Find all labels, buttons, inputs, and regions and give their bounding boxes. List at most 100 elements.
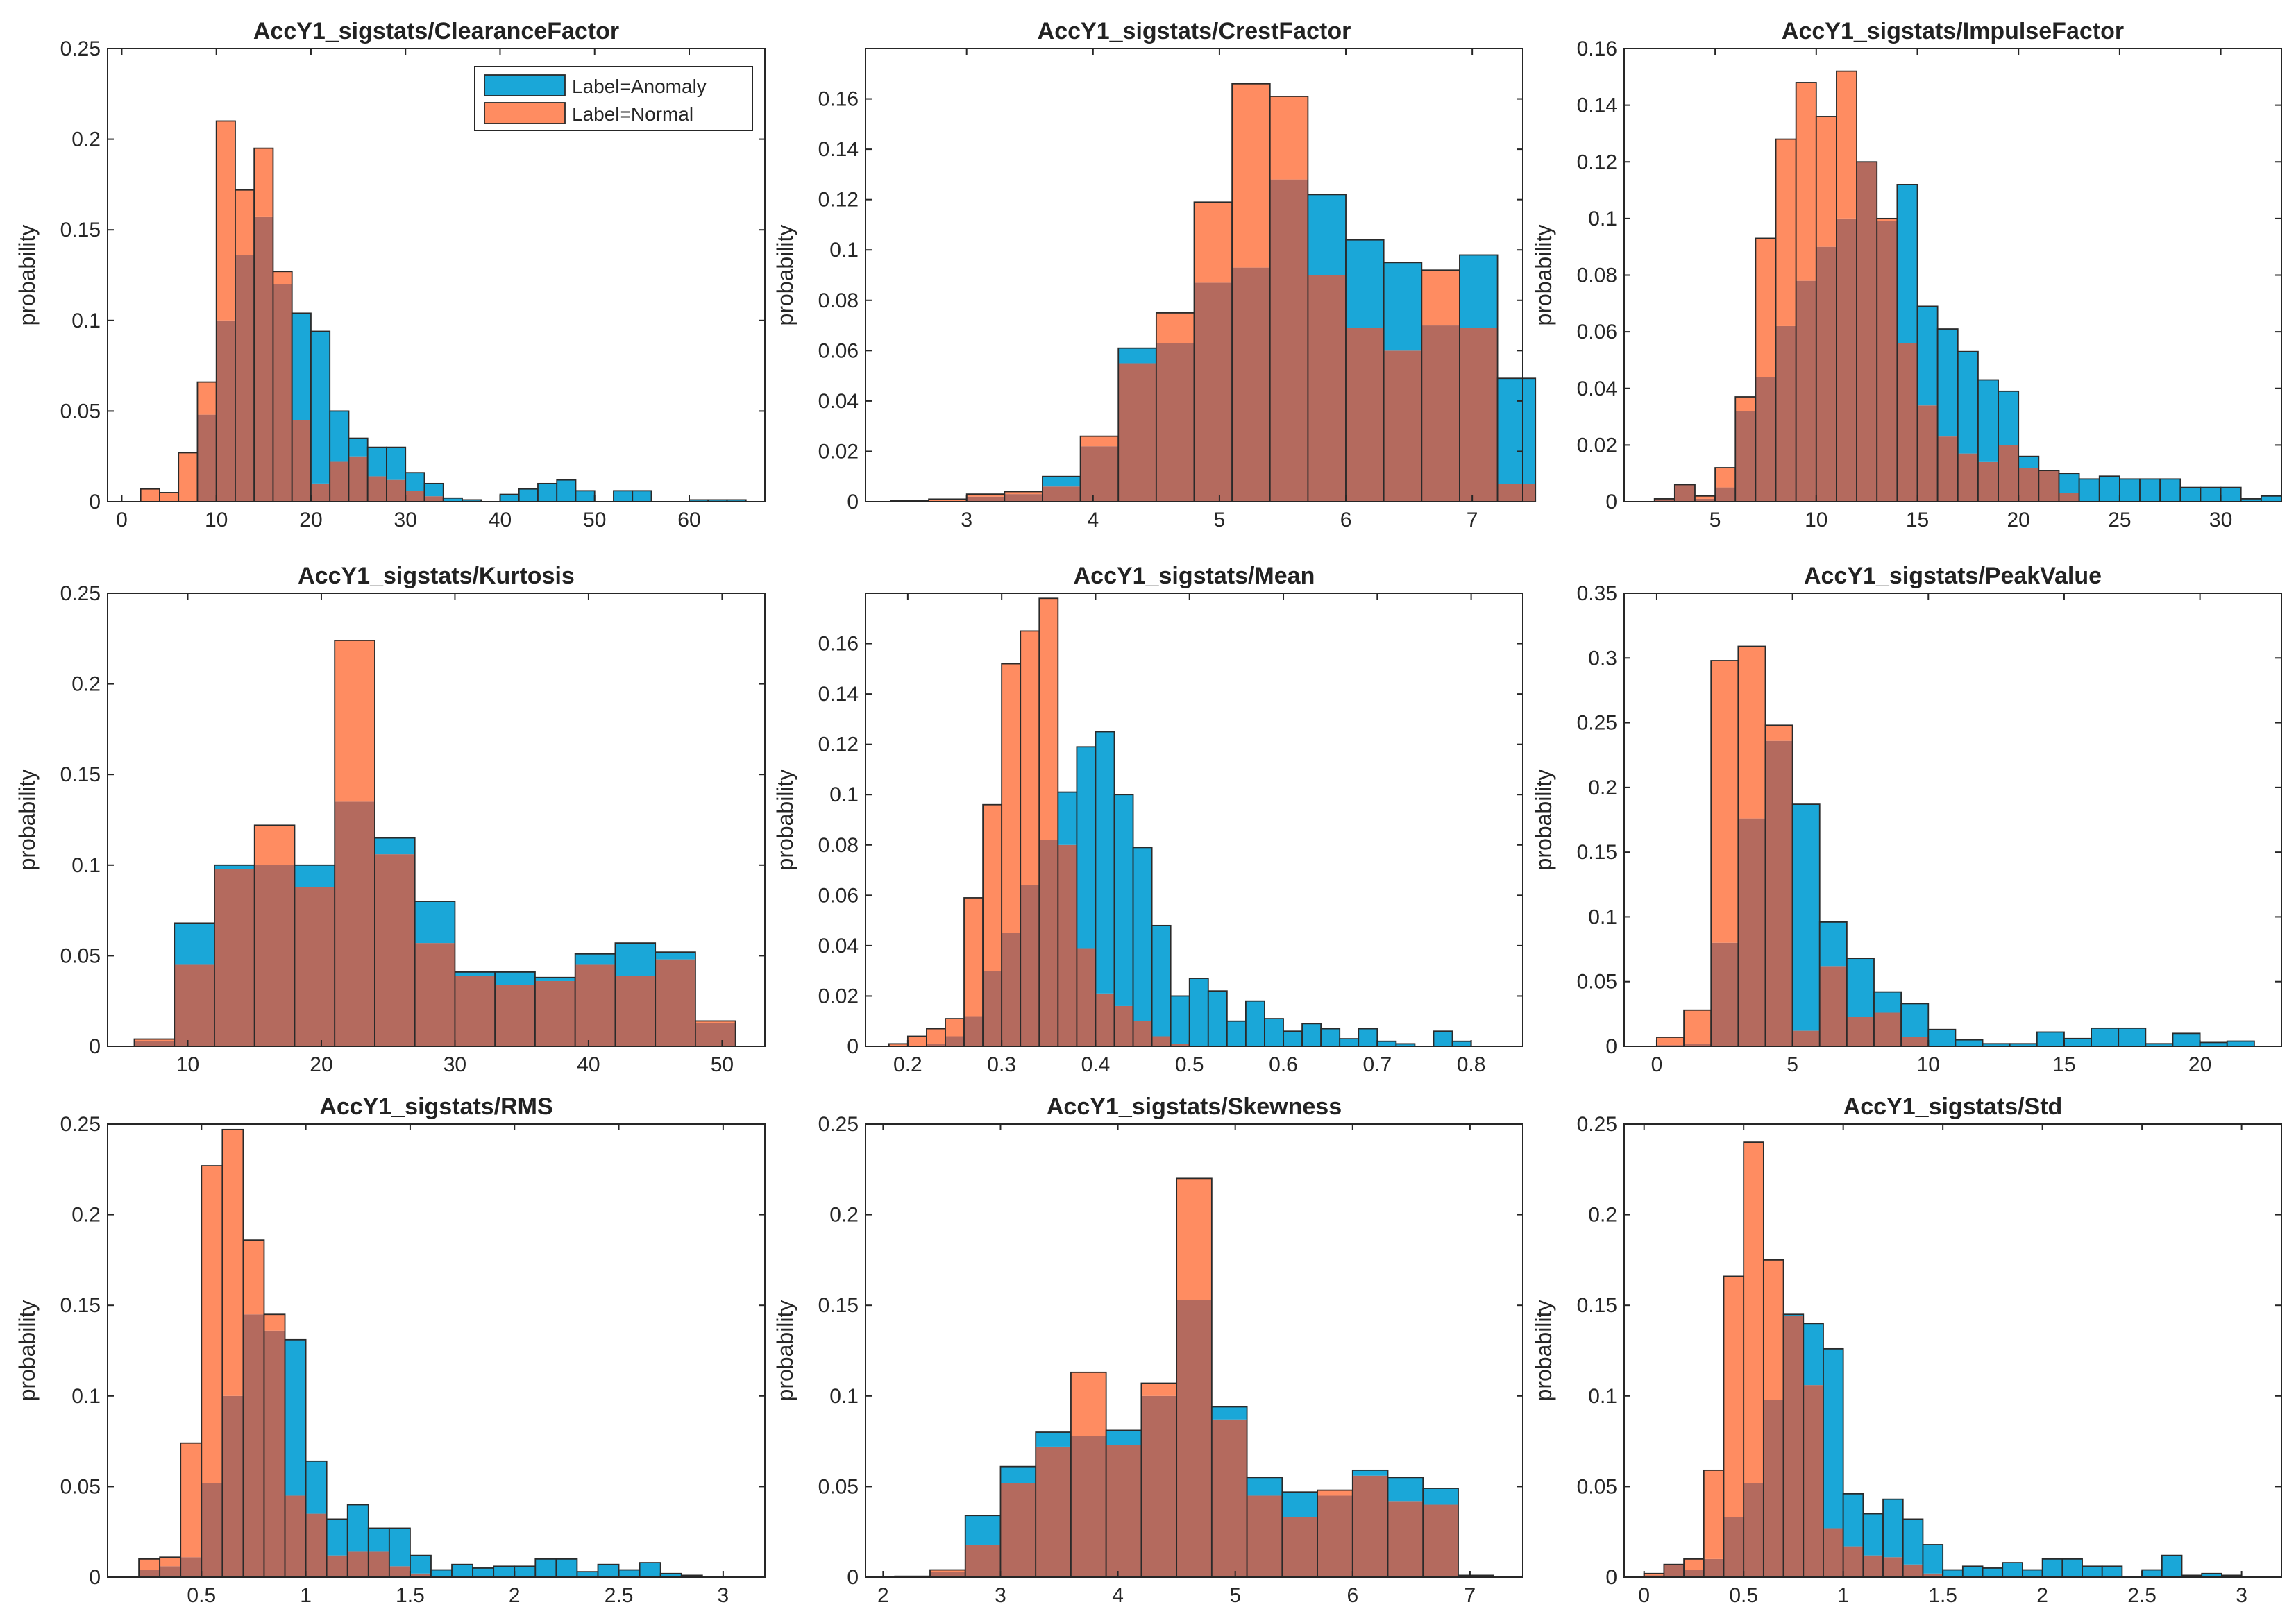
x-tick-label: 10 <box>1805 509 1827 532</box>
bar-anomaly <box>473 1567 494 1577</box>
bar-anomaly <box>294 865 335 887</box>
x-tick-label: 30 <box>444 1053 466 1076</box>
bar-normal <box>197 382 217 415</box>
bar-anomaly <box>500 494 519 502</box>
bar-normal <box>335 640 375 802</box>
y-tick-label: 0.35 <box>1577 582 1617 605</box>
bar-overlap <box>368 1551 389 1577</box>
bar-anomaly <box>2140 479 2161 502</box>
bar-overlap <box>930 1572 965 1577</box>
bar-overlap <box>374 854 415 1046</box>
bar-anomaly <box>708 500 727 502</box>
x-tick-label: 0.2 <box>893 1053 922 1076</box>
axes-box <box>1623 1123 2282 1578</box>
bar-anomaly <box>2082 1566 2102 1577</box>
bar-overlap <box>1874 1012 1902 1046</box>
bar-anomaly <box>2042 1558 2063 1577</box>
chart-title: AccY1_sigstats/ClearanceFactor <box>253 18 619 44</box>
bar-normal <box>243 1240 264 1315</box>
bar-anomaly <box>285 1339 306 1496</box>
y-tick-label: 0 <box>847 1035 859 1058</box>
bar-anomaly <box>1982 1567 2003 1577</box>
bar-normal <box>1796 82 1816 281</box>
bar-anomaly <box>2220 487 2241 502</box>
x-tick-label: 0 <box>116 509 128 532</box>
bar-overlap <box>1917 405 1938 502</box>
bar-overlap <box>1763 1400 1784 1577</box>
bar-overlap <box>1857 162 1877 502</box>
bar-overlap <box>1684 1044 1712 1046</box>
bar-overlap <box>1902 1564 1923 1577</box>
bar-anomaly <box>618 1570 640 1577</box>
y-tick-label: 0.15 <box>1577 1294 1617 1317</box>
bar-anomaly <box>1792 804 1820 1031</box>
bar-normal <box>930 1570 965 1572</box>
bar-anomaly <box>514 1566 536 1577</box>
bar-anomaly <box>2180 487 2201 502</box>
histogram-std: 0 0.5 1 1.5 2 2.5 3 0 0.05 0.1 0.15 0.2 0.25 AccY1_si… <box>1531 1094 2282 1607</box>
bar-overlap <box>1735 411 1756 502</box>
bar-anomaly <box>2200 1042 2227 1046</box>
legend-swatch-anomaly <box>484 74 566 96</box>
bar-overlap <box>214 869 255 1046</box>
bar-overlap <box>945 1036 965 1046</box>
bar-anomaly <box>305 1461 327 1514</box>
bar-normal <box>1194 202 1233 283</box>
y-tick-label: 0.05 <box>60 400 101 423</box>
bar-anomaly <box>174 923 214 965</box>
bar-overlap <box>414 943 455 1046</box>
y-tick-label: 0.25 <box>1577 1113 1617 1136</box>
bar-anomaly <box>348 438 368 457</box>
bar-anomaly <box>2161 1555 2182 1577</box>
bar-anomaly <box>1937 329 1958 437</box>
x-tick-label: 5 <box>1710 509 1721 532</box>
bar-anomaly <box>655 952 695 960</box>
bar-anomaly <box>1042 476 1081 487</box>
x-tick-label: 1.5 <box>396 1584 425 1607</box>
bar-anomaly <box>1977 380 1999 462</box>
bar-normal <box>1715 468 1736 488</box>
bar-normal <box>1156 312 1195 343</box>
bar-overlap <box>1703 1558 1724 1577</box>
bar-anomaly <box>965 1515 1001 1545</box>
bar-normal <box>134 1039 175 1041</box>
y-axis-label: probability <box>1531 770 1556 871</box>
y-tick-label: 0.25 <box>1577 712 1617 735</box>
y-tick-label: 0 <box>89 1035 101 1058</box>
y-tick-label: 0.25 <box>60 37 101 60</box>
bar-anomaly <box>410 1555 431 1574</box>
bar-anomaly <box>2200 487 2221 502</box>
bar-anomaly <box>1396 1044 1415 1046</box>
bar-overlap <box>243 1314 264 1577</box>
bar-normal <box>1763 1259 1784 1400</box>
x-tick-label: 3 <box>995 1584 1006 1607</box>
x-tick-label: 0.7 <box>1362 1053 1392 1076</box>
bar-normal <box>1775 139 1796 326</box>
y-tick-label: 0 <box>1605 1566 1617 1589</box>
bar-anomaly <box>2240 498 2261 502</box>
legend-swatch-normal <box>484 102 566 124</box>
x-tick-label: 1.5 <box>1928 1584 1957 1607</box>
x-tick-label: 0.6 <box>1269 1053 1298 1076</box>
bar-normal <box>1738 646 1766 819</box>
bar-overlap <box>1387 1501 1424 1577</box>
bar-overlap <box>1232 267 1270 502</box>
x-tick-label: 1 <box>1837 1584 1849 1607</box>
x-tick-label: 50 <box>711 1053 734 1076</box>
bar-normal <box>1421 270 1460 326</box>
bar-normal <box>695 1021 736 1023</box>
bar-anomaly <box>534 977 575 981</box>
x-tick-label: 30 <box>2209 509 2232 532</box>
y-axis-label: probability <box>773 225 797 326</box>
bar-overlap <box>1352 1475 1388 1577</box>
x-tick-label: 7 <box>1464 1584 1476 1607</box>
bar-anomaly <box>414 901 455 944</box>
bar-overlap <box>1133 1021 1152 1046</box>
bar-overlap <box>1863 1555 1884 1577</box>
legend-label-anomaly: Label=Anomaly <box>572 76 707 97</box>
y-tick-label: 0.2 <box>1588 776 1617 799</box>
bar-overlap <box>1654 498 1675 502</box>
y-tick-label: 0.15 <box>818 1294 859 1317</box>
bar-anomaly <box>292 313 311 420</box>
bar-anomaly <box>2119 479 2141 502</box>
